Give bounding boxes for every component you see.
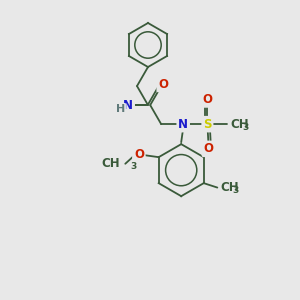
Text: N: N bbox=[178, 118, 188, 131]
Text: CH: CH bbox=[220, 181, 239, 194]
Text: S: S bbox=[203, 118, 212, 131]
Text: O: O bbox=[203, 142, 213, 155]
Text: O: O bbox=[158, 78, 168, 91]
Text: H: H bbox=[116, 104, 125, 114]
Text: CH: CH bbox=[230, 118, 249, 131]
Text: N: N bbox=[123, 99, 133, 112]
Text: 3: 3 bbox=[232, 186, 239, 195]
Text: O: O bbox=[202, 93, 212, 106]
Text: CH: CH bbox=[102, 157, 120, 170]
Text: 3: 3 bbox=[130, 162, 136, 171]
Text: O: O bbox=[134, 148, 144, 161]
Text: 3: 3 bbox=[242, 123, 249, 132]
